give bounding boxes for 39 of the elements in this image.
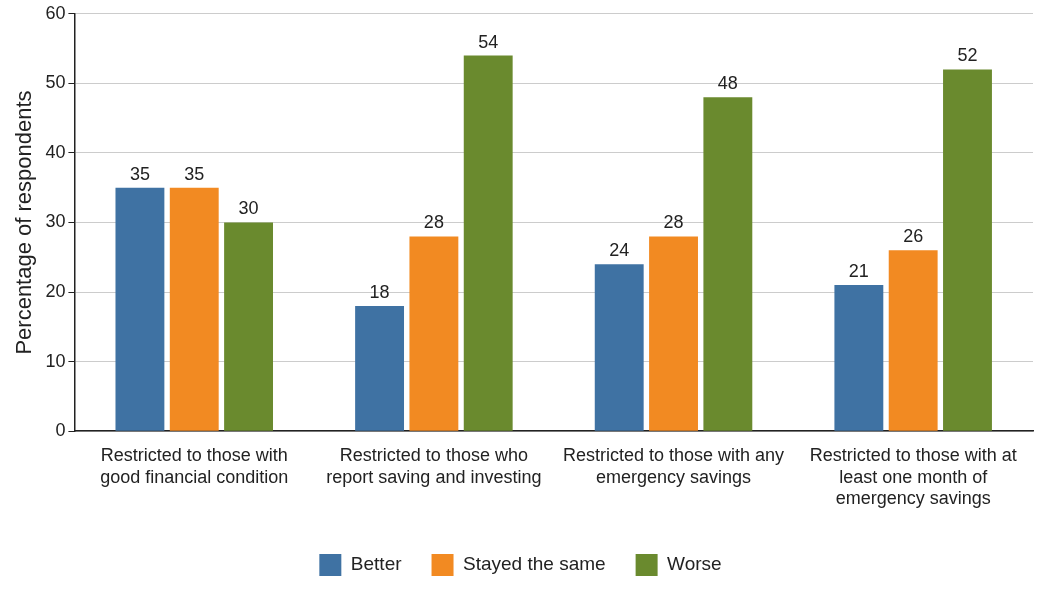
- bar: [703, 97, 753, 431]
- bar: [834, 285, 884, 431]
- data-label: 35: [184, 163, 205, 184]
- bar: [355, 305, 405, 431]
- y-tick-label: 20: [45, 281, 66, 302]
- data-label: 52: [957, 45, 978, 66]
- bar: [943, 69, 992, 431]
- data-label: 28: [423, 212, 444, 233]
- y-tick-label: 0: [55, 420, 66, 441]
- x-tick-label: Restricted to those with at least one month of emergency savings: [809, 444, 1017, 509]
- x-tick-label: Restricted to those with good financial condition: [100, 444, 289, 487]
- bar: [115, 187, 165, 431]
- bar: [649, 236, 698, 431]
- bar: [169, 187, 219, 431]
- data-label: 48: [717, 73, 738, 94]
- data-label: 35: [129, 163, 150, 184]
- legend-label: Worse: [667, 553, 722, 575]
- y-tick-label: 30: [45, 211, 66, 232]
- bar: [463, 55, 513, 431]
- x-tick-label: Restricted to those with any emergency savings: [562, 444, 785, 487]
- legend-label: Better: [350, 553, 403, 575]
- data-label: 28: [663, 212, 684, 233]
- bar: [888, 250, 938, 431]
- data-label: 21: [848, 261, 869, 282]
- bar: [409, 236, 459, 431]
- data-label: 18: [369, 281, 390, 302]
- y-axis-title: Percentage of respondents: [11, 90, 37, 355]
- data-label: 24: [609, 240, 630, 261]
- data-label: 26: [903, 226, 924, 247]
- y-tick-label: 10: [45, 350, 66, 371]
- bar: [594, 264, 644, 431]
- y-tick-label: 60: [45, 2, 66, 23]
- y-tick-label: 40: [45, 141, 66, 162]
- data-label: 54: [478, 31, 499, 52]
- data-label: 30: [238, 198, 259, 219]
- x-tick-label: Restricted to those who report saving and investing: [326, 444, 542, 487]
- y-tick-label: 50: [45, 72, 66, 93]
- legend-label: Stayed the same: [463, 553, 606, 575]
- bar: [224, 222, 274, 431]
